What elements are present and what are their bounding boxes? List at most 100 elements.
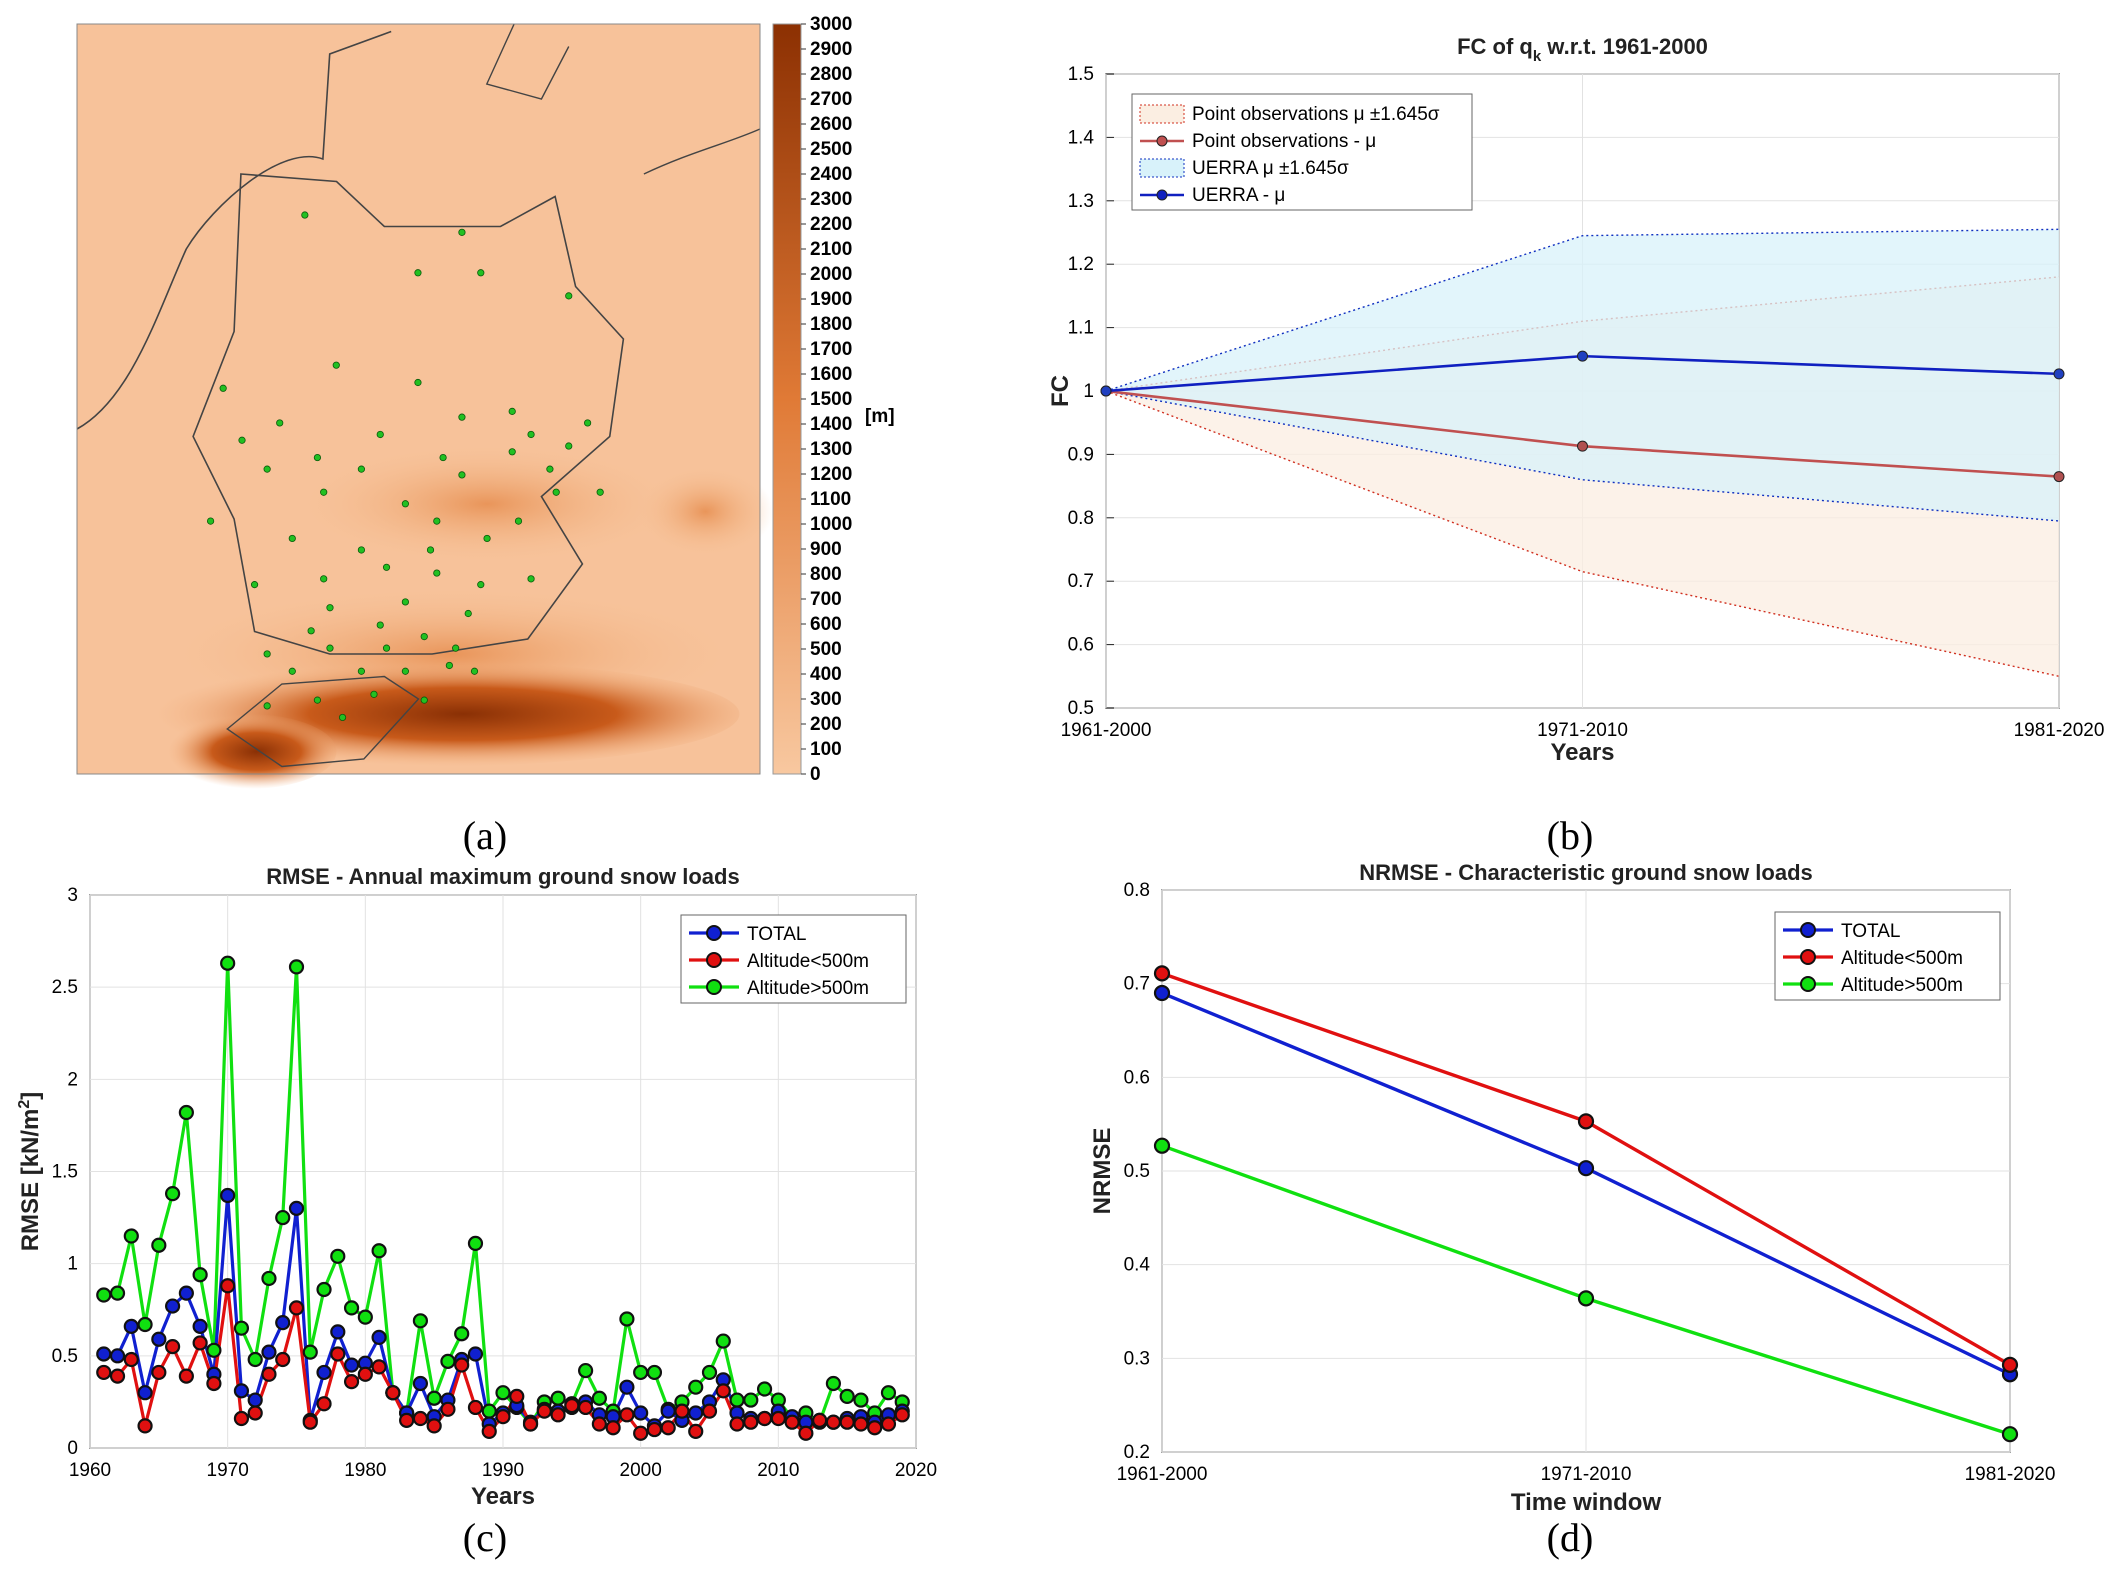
series-point-high <box>247 1351 263 1368</box>
station-point <box>376 621 384 629</box>
series-point-low <box>123 1351 139 1368</box>
station-point <box>414 269 422 277</box>
series-point-low <box>426 1418 442 1434</box>
series-point-low <box>825 1414 842 1430</box>
station-point <box>263 465 271 473</box>
series-point-low <box>660 1420 676 1436</box>
legend-marker <box>706 979 722 995</box>
series-point-total <box>371 1329 387 1345</box>
legend-label: Altitude<500m <box>1841 948 1963 969</box>
obs-mean-point <box>1577 440 1588 452</box>
colorbar-tick-label: 900 <box>810 539 842 560</box>
station-point <box>320 575 328 583</box>
colorbar-tick-label: 700 <box>810 589 842 610</box>
series-point-total <box>316 1364 332 1381</box>
series-point-low <box>839 1414 855 1430</box>
elevation-map-chart: 3000290028002700260025002400230022002100… <box>76 14 895 789</box>
series-point-high <box>302 1344 318 1360</box>
germany-border <box>192 173 625 655</box>
colorbar-tick-label: 1500 <box>810 389 852 410</box>
colorbar-tick-label: 2100 <box>810 239 852 260</box>
colorbar-tick-label: 2500 <box>810 139 852 160</box>
y-axis-label-sup: 2 <box>16 1100 33 1109</box>
y-axis-label-end: ] <box>17 1092 44 1100</box>
series-point-low <box>412 1410 428 1427</box>
station-point <box>263 650 271 658</box>
series-point-high <box>123 1228 139 1244</box>
colorbar-tick-label: 1900 <box>810 289 852 310</box>
series-point-high <box>109 1285 126 1301</box>
station-point <box>527 575 535 583</box>
y-axis-label: FC <box>1047 375 1074 407</box>
series-point-high <box>275 1209 291 1226</box>
panel-label-d: (d) <box>1546 1515 1594 1560</box>
series-point-low <box>729 1416 745 1432</box>
station-point <box>483 534 491 543</box>
series-point-high <box>619 1311 635 1327</box>
y-axis-label-main: RMSE [kN/m <box>17 1109 44 1252</box>
y-tick-label: 2 <box>67 1069 78 1090</box>
panel-a: 3000 2900 2800 2700 2600 2500 2400 2300 2200 2100… <box>0 0 1000 858</box>
series-point-low <box>371 1359 387 1375</box>
x-axis-label: Years <box>471 1483 535 1510</box>
y-tick-label: 0.2 <box>1124 1442 1150 1463</box>
series-point-high <box>880 1385 897 1401</box>
series-point-high <box>743 1392 759 1408</box>
series-point-low <box>550 1407 566 1423</box>
series-point-low <box>330 1346 346 1362</box>
x-axis-label: Years <box>1550 739 1614 766</box>
series-point-high <box>633 1364 649 1381</box>
station-point <box>370 690 378 698</box>
station-point <box>301 211 309 219</box>
series-point-low <box>894 1407 910 1423</box>
legend-box <box>1131 93 1473 211</box>
series-point-low <box>385 1385 401 1401</box>
station-point <box>307 627 315 635</box>
stations <box>206 211 604 722</box>
station-point <box>357 667 366 675</box>
series-point-low <box>343 1374 360 1390</box>
series-point-high <box>165 1186 181 1202</box>
legend-marker <box>1800 976 1816 992</box>
colorbar-tick-label: 2200 <box>810 214 852 235</box>
series-point-low <box>440 1401 456 1417</box>
denmark-islands <box>485 23 570 100</box>
series-point-high <box>853 1392 869 1408</box>
series-point-high <box>371 1243 387 1259</box>
series-point-high <box>440 1353 456 1369</box>
station-point <box>546 465 554 473</box>
series-point-low <box>633 1425 649 1441</box>
series-point-high <box>412 1313 428 1329</box>
series-point-low <box>715 1383 731 1399</box>
y-tick-label: 1.5 <box>1068 64 1094 85</box>
x-tick-label: 1961-2000 <box>1117 1464 1208 1485</box>
series-point-total <box>467 1346 484 1362</box>
series-point-high <box>220 955 236 971</box>
series-point-low <box>536 1403 552 1419</box>
y-tick-label: 0.6 <box>1068 635 1094 656</box>
station-point <box>376 430 384 439</box>
station-point <box>433 517 441 525</box>
series-point-low <box>688 1423 704 1440</box>
series-point-low <box>206 1375 222 1392</box>
y-tick-label: 0.9 <box>1068 444 1094 465</box>
station-point <box>326 604 334 612</box>
series-point-low <box>316 1396 332 1412</box>
legend-label: TOTAL <box>1841 921 1900 942</box>
colorbar-tick-label: 500 <box>810 639 842 660</box>
series-point-low <box>275 1351 291 1368</box>
x-tick-label: 1970 <box>207 1460 249 1481</box>
station-point <box>420 696 428 704</box>
y-tick-label: 1.2 <box>1068 254 1094 275</box>
series-point-low <box>564 1398 580 1414</box>
series-point-high <box>454 1326 470 1342</box>
series-point-low <box>591 1416 607 1432</box>
colorbar-unit-label: [m] <box>865 406 895 427</box>
y-tick-label: 0.5 <box>1124 1161 1150 1182</box>
station-point <box>238 436 246 444</box>
colorbar-tick-label: 3000 <box>810 14 852 35</box>
y-axis-label: RMSE [kN/m2] <box>16 1092 44 1252</box>
legend-swatch <box>1139 158 1185 178</box>
y-tick-label: 0.7 <box>1068 571 1094 592</box>
station-point <box>332 361 340 369</box>
